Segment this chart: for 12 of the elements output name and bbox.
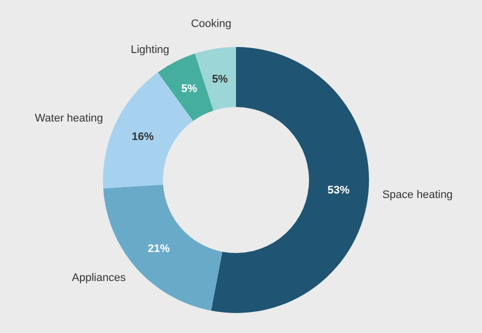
slice-label: Lighting (130, 44, 170, 56)
slice-label: Appliances (72, 272, 126, 284)
data-label: 21% (148, 243, 170, 256)
slice-label: Cooking (190, 18, 232, 30)
data-label: 16% (132, 131, 154, 144)
slice-label: Water heating (34, 112, 103, 124)
data-label: 53% (328, 184, 350, 197)
data-label: 5% (181, 83, 198, 96)
data-label: 5% (212, 73, 228, 86)
slice-label: Space heating (382, 188, 453, 201)
donut-slice (211, 47, 369, 313)
donut-slice (158, 54, 214, 121)
